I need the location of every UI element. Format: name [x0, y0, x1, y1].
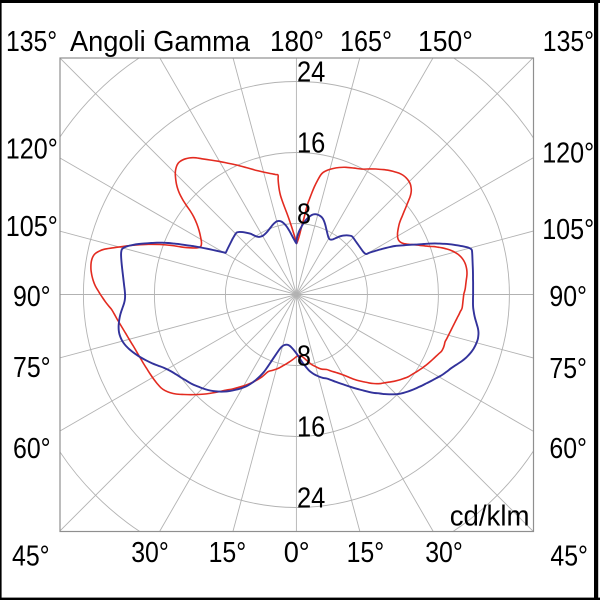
- svg-text:45°: 45°: [12, 540, 50, 572]
- svg-text:24: 24: [297, 483, 325, 515]
- svg-text:cd/klm: cd/klm: [450, 501, 530, 533]
- svg-text:105°: 105°: [6, 211, 58, 243]
- svg-text:8: 8: [297, 341, 311, 373]
- svg-text:60°: 60°: [13, 433, 51, 465]
- svg-text:16: 16: [297, 128, 325, 160]
- svg-text:8: 8: [297, 199, 311, 231]
- svg-text:90°: 90°: [549, 281, 587, 313]
- svg-text:105°: 105°: [542, 214, 594, 246]
- svg-text:180°: 180°: [270, 26, 324, 58]
- svg-text:16: 16: [297, 412, 325, 444]
- svg-text:135°: 135°: [6, 26, 57, 58]
- svg-text:165°: 165°: [340, 26, 392, 58]
- svg-text:24: 24: [297, 57, 325, 89]
- svg-text:15°: 15°: [347, 537, 385, 569]
- svg-text:120°: 120°: [6, 134, 58, 166]
- svg-text:0°: 0°: [284, 537, 310, 569]
- svg-text:75°: 75°: [13, 352, 51, 384]
- svg-text:120°: 120°: [542, 138, 594, 170]
- svg-text:Angoli Gamma: Angoli Gamma: [70, 26, 251, 58]
- svg-text:30°: 30°: [131, 537, 169, 569]
- svg-text:15°: 15°: [209, 537, 247, 569]
- svg-text:135°: 135°: [543, 26, 594, 58]
- svg-text:150°: 150°: [418, 26, 473, 58]
- svg-text:30°: 30°: [425, 537, 463, 569]
- svg-text:75°: 75°: [549, 353, 587, 385]
- svg-text:45°: 45°: [550, 540, 588, 572]
- svg-text:60°: 60°: [549, 433, 587, 465]
- svg-text:90°: 90°: [13, 281, 51, 313]
